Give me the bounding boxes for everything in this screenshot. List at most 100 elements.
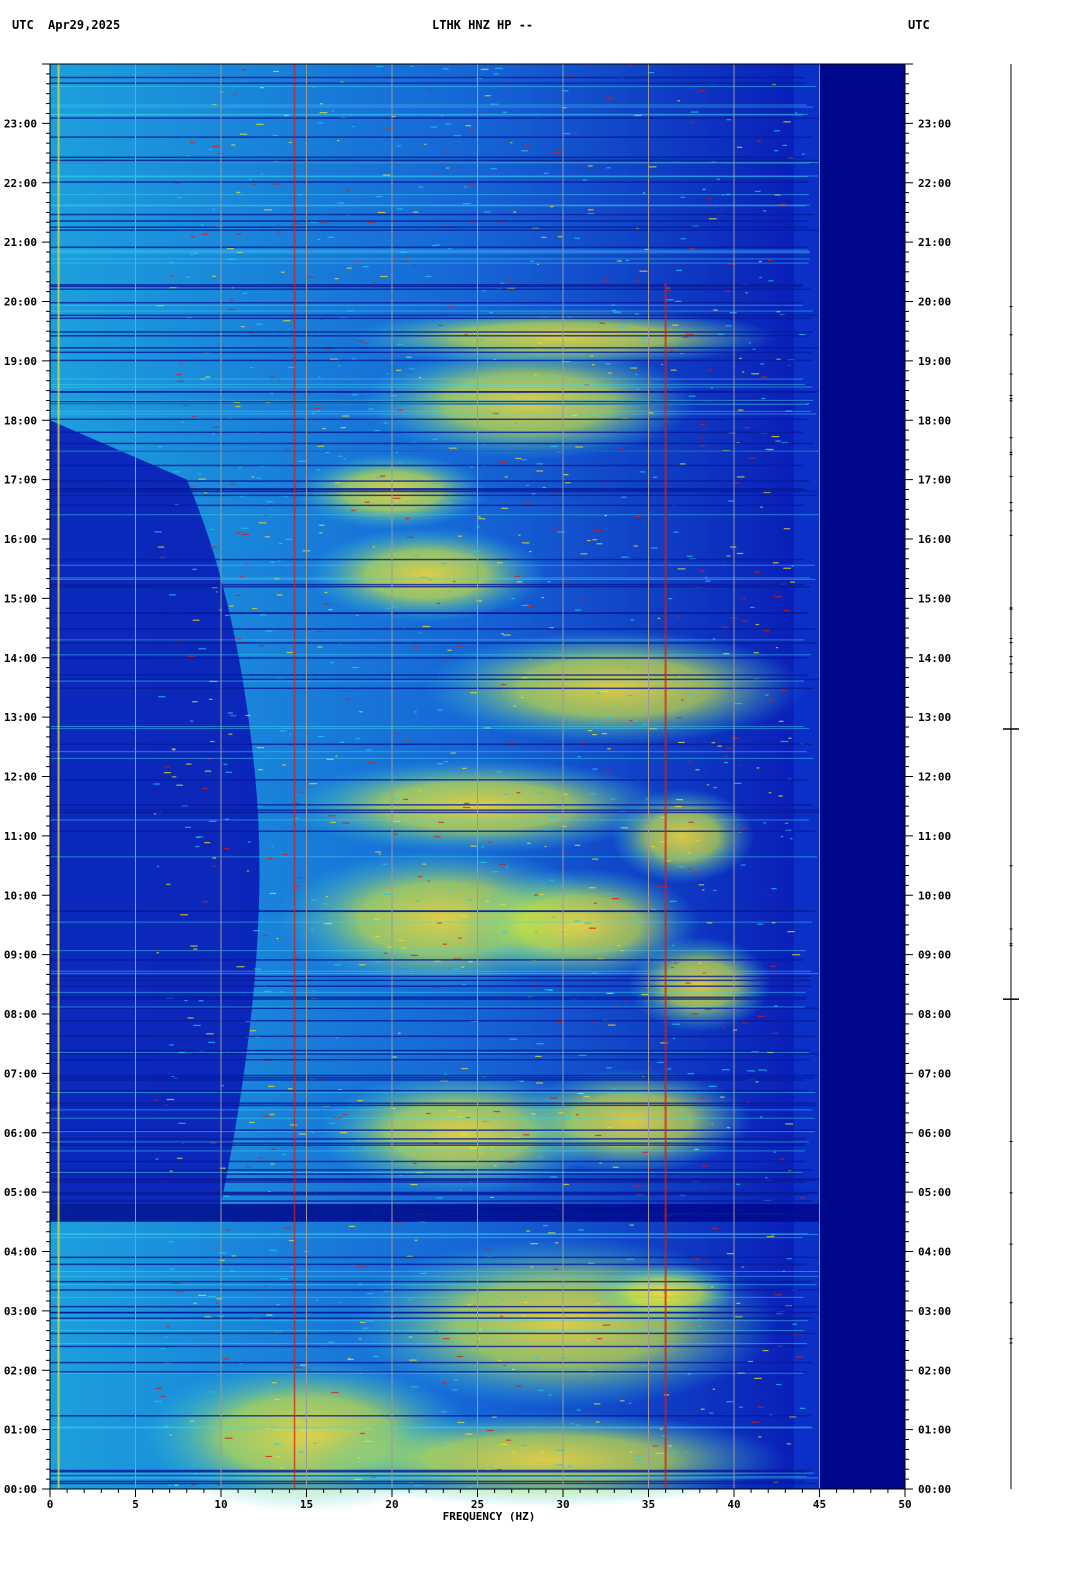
noise-speckle [395,451,399,454]
noise-speckle [490,871,499,873]
noise-speckle [200,224,204,226]
noise-speckle [466,1116,470,1119]
noise-speckle [192,415,196,418]
noise-speckle [596,1278,604,1281]
noise-speckle [641,1365,645,1367]
noise-speckle [443,151,450,153]
noise-speckle [538,1389,544,1391]
noise-speckle [610,1023,614,1025]
noise-speckle [568,76,573,78]
noise-speckle [422,1304,426,1307]
noise-speckle [479,112,483,114]
noise-speckle [468,1486,472,1488]
noise-speckle [391,116,396,118]
noise-speckle [635,373,638,375]
noise-speckle [596,692,601,694]
noise-speckle [577,756,582,758]
noise-speckle [742,597,746,600]
noise-speckle [366,749,372,751]
noise-speckle [298,1133,307,1135]
noise-speckle [241,69,246,71]
noise-speckle [360,1321,366,1324]
noise-speckle [467,899,472,901]
noise-speckle [198,1294,207,1296]
noise-speckle [634,313,639,315]
noise-speckle [280,271,285,273]
noise-speckle [591,1022,596,1024]
noise-speckle [612,311,621,313]
noise-speckle [502,111,508,113]
noise-speckle [174,183,179,185]
frequency-grid [135,64,820,1489]
noise-speckle [711,742,716,744]
noise-speckle [342,822,350,824]
noise-speckle [494,224,497,226]
noise-speckle [355,737,360,740]
noise-speckle [503,634,511,636]
noise-speckle [438,324,444,327]
noise-speckle [708,218,717,220]
noise-speckle [509,1038,518,1040]
noise-speckle [534,894,538,896]
noise-speckle [676,717,682,719]
noise-speckle [181,404,190,406]
time-striation [50,1475,809,1477]
noise-speckle [510,142,513,144]
noise-speckle [450,752,456,754]
time-striation [50,674,808,676]
noise-speckle [276,1303,280,1306]
noise-speckle [660,816,667,819]
y-tick-label-right: 01:00 [918,1424,951,1437]
noise-speckle [516,792,521,794]
noise-speckle [330,358,338,360]
noise-speckle [203,492,208,494]
noise-speckle [606,892,614,895]
noise-speckle [469,129,475,131]
noise-speckle [317,735,324,738]
noise-speckle [688,868,692,870]
noise-speckle [589,793,597,795]
y-tick-label-left: 17:00 [4,474,37,487]
time-striation [50,743,813,746]
noise-speckle [282,1153,287,1156]
noise-speckle [264,209,272,211]
noise-speckle [235,532,242,534]
time-striation [50,1104,816,1107]
noise-speckle [441,1411,447,1413]
time-striation [50,304,803,306]
noise-speckle [542,1224,548,1227]
noise-speckle [537,342,543,344]
noise-speckle [191,1465,195,1467]
noise-speckle [427,880,430,882]
noise-speckle [431,244,437,247]
noise-speckle [708,1085,717,1087]
noise-speckle [493,1110,501,1113]
noise-speckle [784,822,789,824]
noise-speckle [195,836,200,839]
noise-speckle [272,134,279,137]
noise-speckle [170,275,173,277]
noise-speckle [586,1338,589,1340]
noise-speckle [375,851,382,853]
noise-speckle [339,741,345,743]
noise-speckle [699,423,706,426]
noise-speckle [628,1402,632,1404]
time-striation [50,284,803,286]
noise-speckle [159,556,166,559]
noise-speckle [507,287,515,290]
noise-speckle [204,770,212,772]
noise-speckle [274,1398,280,1401]
noise-speckle [195,845,200,848]
noise-speckle [721,626,729,628]
noise-speckle [642,337,645,340]
noise-speckle [462,806,471,809]
y-tick-label-left: 13:00 [4,711,37,724]
noise-speckle [669,900,677,902]
noise-speckle [328,815,336,817]
noise-speckle [251,476,254,478]
noise-speckle [698,1325,702,1327]
noise-speckle [309,783,318,785]
y-tick-label-left: 08:00 [4,1008,37,1021]
noise-speckle [656,886,665,888]
